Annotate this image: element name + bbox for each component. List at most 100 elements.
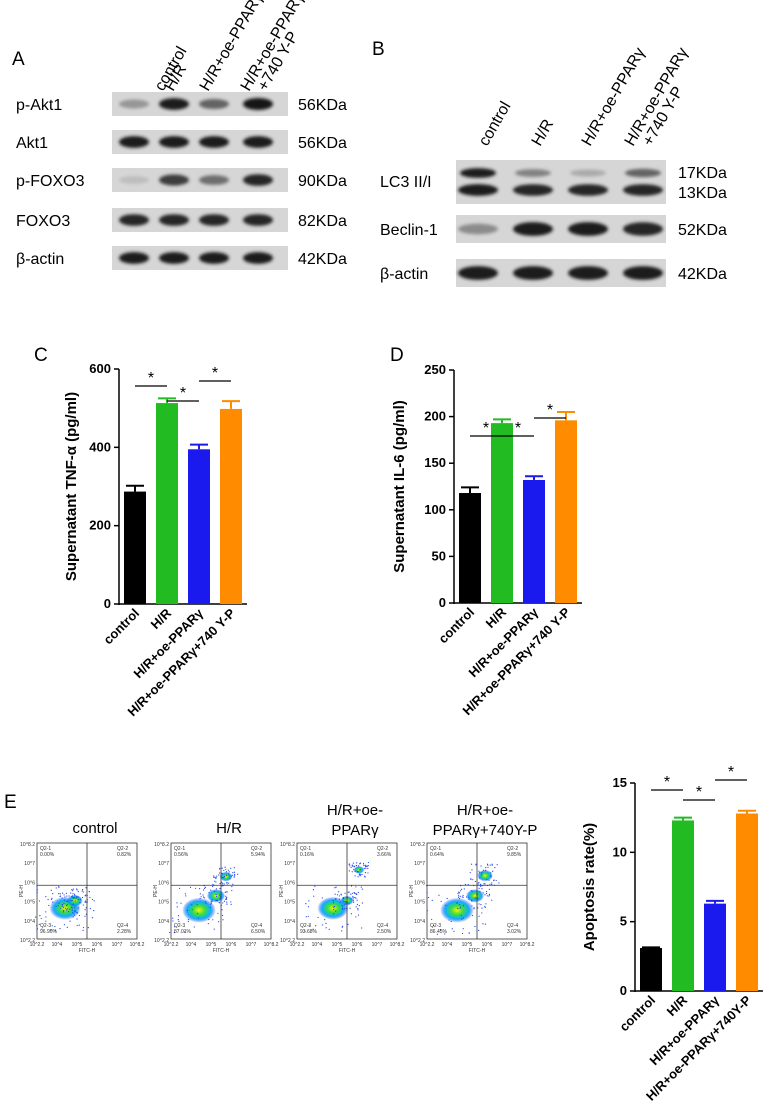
blot-a-band [199, 214, 229, 226]
flow-event-dot [474, 880, 477, 883]
y-tick-label: 10 [613, 844, 627, 859]
flow-event-dot [335, 910, 337, 912]
flow-event-dot [74, 900, 76, 902]
flow-event-dot [178, 887, 181, 889]
flow-event-dot [74, 906, 76, 908]
flow-x-tick: 10^5 [462, 942, 473, 948]
flow-event-dot [451, 928, 453, 930]
flow-event-dot [217, 912, 219, 914]
flow-x-tick: 10^2.2 [30, 942, 45, 948]
flow-event-dot [66, 895, 68, 897]
flow-event-dot [41, 928, 43, 930]
flow-event-dot [321, 897, 323, 899]
blot-b-band-upper [570, 169, 606, 177]
flow-event-dot [59, 895, 61, 898]
flow-y-tick: 10^2.2 [280, 938, 295, 944]
bar [704, 903, 726, 991]
flow-event-dot [459, 895, 461, 897]
flow-quadrant-name: Q2-2 [507, 846, 518, 852]
bar [555, 420, 577, 603]
flow-quadrant-percent: 96.90% [40, 929, 58, 935]
flow-quadrant-percent: 3.02% [507, 929, 522, 935]
y-tick-label: 0 [620, 983, 627, 998]
flow-quadrant-name: Q2-2 [377, 846, 388, 852]
flow-event-dot [481, 888, 483, 890]
blot-b-band [568, 222, 608, 236]
flow-event-dot [176, 902, 178, 904]
flow-event-dot [189, 886, 192, 888]
flow-event-dot [470, 878, 472, 880]
flow-event-dot [485, 890, 488, 893]
flow-event-dot [50, 929, 52, 931]
flow-event-dot [491, 899, 493, 901]
flow-event-dot [172, 920, 174, 922]
flow-event-dot [462, 904, 464, 907]
flow-event-dot [230, 903, 232, 905]
x-tick-label: control [100, 606, 142, 648]
flow-event-dot [223, 875, 226, 878]
flow-quadrant-percent: 6.50% [251, 929, 266, 935]
flow-x-tick: 10^4 [312, 942, 323, 948]
blot-b-membrane [456, 160, 666, 204]
flow-event-dot [221, 881, 223, 884]
flow-event-dot [174, 926, 176, 928]
flow-event-dot [486, 863, 489, 865]
flow-event-dot [483, 883, 485, 885]
flow-event-dot [491, 863, 493, 865]
flow-event-dot [76, 896, 78, 898]
flow-event-dot [61, 905, 63, 907]
flow-event-dot [490, 872, 492, 874]
flow-event-dot [491, 883, 493, 886]
flow-event-dot [59, 893, 61, 895]
flow-y-tick: 10^7 [24, 861, 35, 867]
flow-event-dot [224, 891, 226, 893]
x-tick-label: H/R [483, 604, 510, 631]
flow-quadrant-percent: 2.28% [117, 929, 132, 935]
flow-event-dot [233, 871, 236, 873]
flow-event-dot [169, 931, 171, 934]
blot-b-band [513, 222, 553, 236]
flow-event-dot [484, 905, 486, 908]
flow-event-dot [495, 879, 497, 882]
flow-event-dot [226, 897, 228, 899]
flow-event-dot [225, 895, 227, 897]
significance-star: * [212, 365, 218, 382]
flow-event-dot [487, 866, 489, 868]
flow-event-dot [325, 927, 327, 929]
flow-event-dot [343, 900, 345, 902]
flow-event-dot [456, 902, 459, 904]
blot-a-band [159, 214, 189, 226]
flow-event-dot [69, 908, 71, 910]
y-tick-label: 600 [89, 361, 111, 376]
flow-event-dot [187, 920, 189, 923]
flow-event-dot [364, 876, 366, 878]
flow-event-dot [212, 919, 214, 921]
flow-event-dot [338, 898, 341, 900]
flow-quadrant-percent: 0.82% [117, 852, 132, 858]
flow-density-cluster [219, 871, 233, 882]
flow-event-dot [210, 889, 212, 891]
flow-event-dot [63, 924, 65, 926]
flow-event-dot [351, 864, 353, 866]
flow-event-dot [458, 892, 461, 894]
flow-event-dot [214, 880, 216, 882]
flow-quadrant-name: Q2-3 [174, 923, 185, 929]
flow-event-dot [84, 895, 86, 897]
flow-event-dot [357, 914, 360, 916]
flow-event-dot [62, 911, 65, 913]
flow-event-dot [357, 876, 359, 878]
flow-event-dot [350, 898, 352, 900]
flow-event-dot [480, 883, 482, 886]
flow-event-dot [204, 887, 206, 889]
flow-event-dot [221, 867, 223, 869]
flow-event-dot [344, 908, 346, 910]
flow-event-dot [340, 893, 342, 895]
flow-event-dot [468, 898, 470, 900]
flow-x-tick: 10^2.2 [290, 942, 305, 948]
flow-event-dot [426, 892, 428, 894]
flow-event-dot [202, 894, 204, 896]
flow-event-dot [484, 923, 487, 925]
flow-event-dot [72, 903, 75, 905]
flow-event-dot [308, 900, 310, 902]
flow-event-dot [475, 864, 477, 866]
